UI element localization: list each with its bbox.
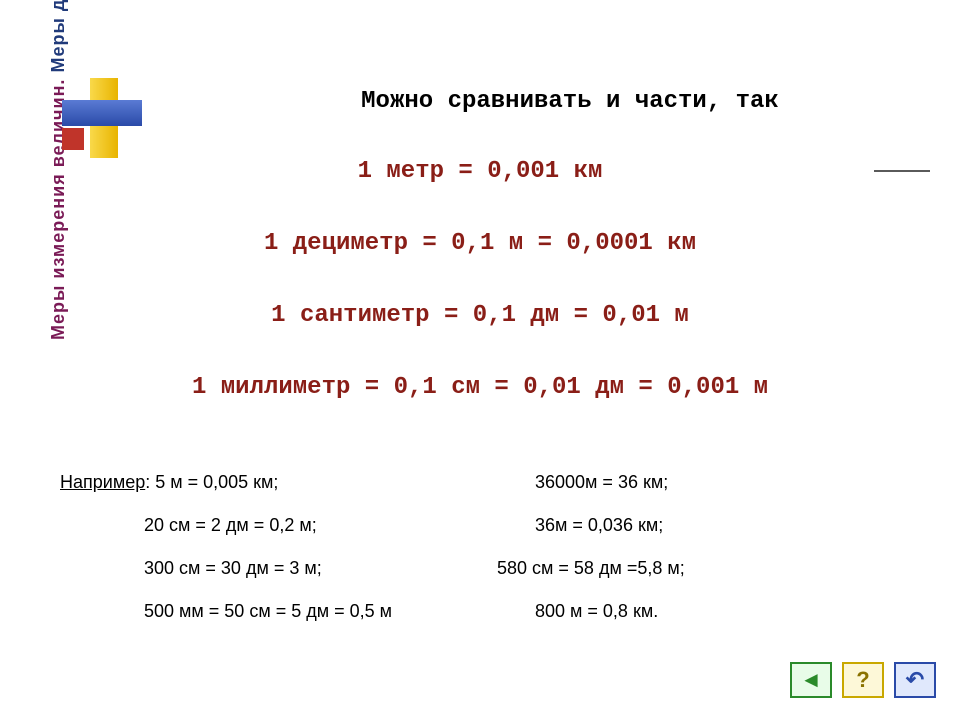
examples-block: Например: 5 м = 0,005 км; 20 см = 2 дм = … bbox=[60, 472, 900, 622]
equation-line-2: 1 сантиметр = 0,1 дм = 0,01 м bbox=[0, 302, 960, 329]
examples-left-column: Например: 5 м = 0,005 км; 20 см = 2 дм = … bbox=[60, 472, 425, 622]
example-right-2: 580 см = 58 дм =5,8 м; bbox=[497, 558, 900, 579]
page-heading: Можно сравнивать и части, так bbox=[240, 88, 900, 115]
example-left-0: Например: 5 м = 0,005 км; bbox=[60, 472, 425, 493]
example-left-2: 300 см = 30 дм = 3 м; bbox=[60, 558, 425, 579]
example-left-1: 20 см = 2 дм = 0,2 м; bbox=[60, 515, 425, 536]
example-right-1: 36м = 0,036 км; bbox=[535, 515, 900, 536]
equation-line-0: 1 метр = 0,001 км bbox=[0, 158, 960, 185]
nav-return-button[interactable]: ↶ bbox=[894, 662, 936, 698]
equation-line-1: 1 дециметр = 0,1 м = 0,0001 км bbox=[0, 230, 960, 257]
example-right-0: 36000м = 36 км; bbox=[535, 472, 900, 493]
example-left-3: 500 мм = 50 см = 5 дм = 0,5 м bbox=[60, 601, 425, 622]
nav-back-button[interactable]: ◄ bbox=[790, 662, 832, 698]
examples-right-column: 36000м = 36 км; 36м = 0,036 км; 580 см = 5… bbox=[425, 472, 900, 622]
vertical-title-part2: Меры длины bbox=[48, 0, 68, 73]
logo-icon bbox=[62, 78, 142, 158]
nav-help-button[interactable]: ? bbox=[842, 662, 884, 698]
example-text: : 5 м = 0,005 км; bbox=[145, 472, 278, 492]
equation-line-3: 1 миллиметр = 0,1 см = 0,01 дм = 0,001 м bbox=[0, 374, 960, 401]
example-right-3: 800 м = 0,8 км. bbox=[535, 601, 900, 622]
nav-bar: ◄ ? ↶ bbox=[790, 662, 936, 698]
example-label: Например bbox=[60, 472, 145, 492]
